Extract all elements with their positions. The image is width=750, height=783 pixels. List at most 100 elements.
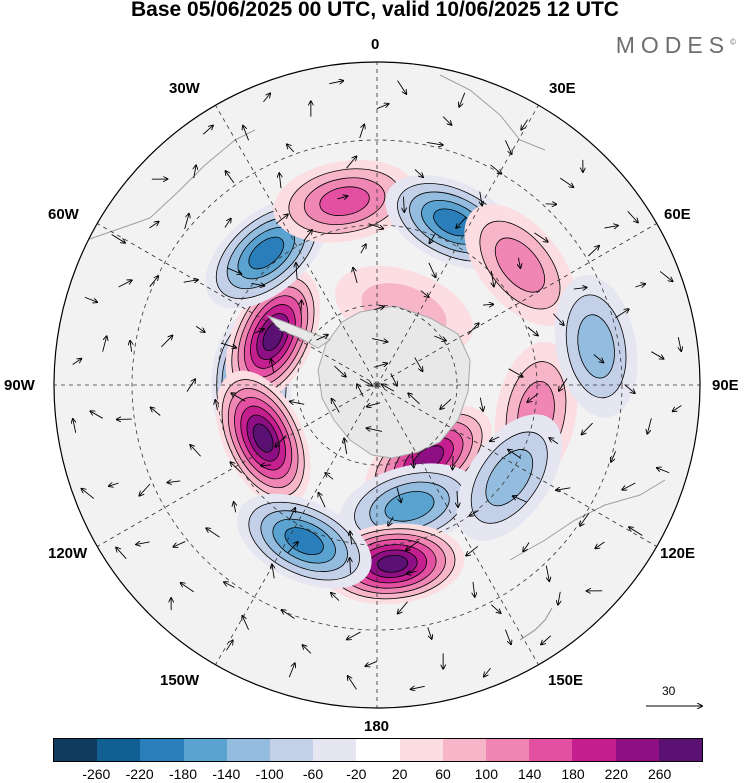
wind-vector (559, 177, 573, 187)
wind-vector (109, 483, 119, 486)
wind-vector (545, 204, 557, 205)
wind-vector (271, 359, 274, 373)
wind-vector (534, 232, 547, 242)
wind-vector (136, 542, 150, 544)
wind-vector (149, 276, 159, 287)
wind-vector (428, 262, 436, 278)
meridian-line (376, 223, 657, 386)
wind-vector (582, 422, 593, 434)
wind-vector (513, 496, 528, 503)
wind-vector (440, 398, 452, 409)
wind-vector (527, 326, 538, 335)
wind-vector (429, 233, 436, 243)
wind-vector (622, 482, 636, 490)
wind-vector (331, 593, 340, 601)
meridian-line (215, 105, 378, 386)
wind-vector (251, 283, 264, 285)
wind-vector (659, 271, 672, 281)
wind-vector (396, 487, 401, 502)
wind-vector (84, 296, 97, 302)
wind-vector (374, 306, 384, 309)
wind-vector (414, 169, 423, 177)
wind-vector (279, 173, 281, 189)
colorbar-bin (399, 739, 443, 761)
colorbar-tick-label: -60 (302, 766, 324, 782)
colorbar-tick-label: -140 (212, 766, 241, 782)
colorbar-tick-label: 180 (561, 766, 585, 782)
africa-coast (439, 74, 546, 151)
wind-vector (329, 81, 343, 84)
wind-vectors (73, 81, 682, 690)
wind-vector (353, 268, 358, 283)
wind-vector (508, 368, 523, 377)
wind-vector (373, 363, 387, 368)
wind-vector (367, 428, 382, 432)
colorbar-bin (226, 739, 271, 761)
wind-vector (303, 645, 312, 654)
wind-vector (491, 270, 494, 287)
wind-vector (414, 357, 423, 372)
colorbar-tick-label: 260 (647, 766, 672, 782)
wind-vector (673, 405, 682, 412)
meridian-line (97, 223, 378, 386)
wind-vector (367, 402, 381, 407)
wind-vector (360, 244, 366, 254)
anomaly-contour (577, 314, 615, 379)
anomaly-contour (248, 236, 285, 270)
wind-vector (130, 341, 132, 352)
label-lon-120e: 120E (660, 545, 696, 562)
colorbar-bin (97, 739, 141, 761)
wind-vector (390, 373, 397, 385)
wind-vector (651, 351, 663, 359)
label-lon-90e: 90E (712, 377, 739, 394)
wind-vector (678, 337, 681, 351)
wind-vector (397, 80, 407, 94)
wind-vector (505, 629, 511, 645)
anomaly-contour (252, 423, 274, 453)
wind-vector (226, 640, 232, 651)
australia-coast (509, 479, 666, 561)
wind-vector (215, 400, 217, 411)
wind-vector (230, 462, 242, 474)
colorbar-bin (615, 739, 659, 761)
anomaly-contour (284, 527, 324, 556)
wind-vector (406, 540, 420, 550)
wind-vector (194, 165, 196, 179)
colorbar-bin (572, 739, 616, 761)
wind-vector (604, 226, 618, 228)
wind-vector (224, 582, 235, 588)
wind-vector (318, 493, 326, 508)
wind-vector (403, 196, 404, 212)
wind-vector (490, 604, 500, 613)
wind-vector (173, 541, 186, 547)
wind-vector (347, 631, 361, 639)
colorbar-tick-label: -180 (168, 766, 198, 782)
wind-vector (102, 336, 107, 352)
colorbar-tick-label: 60 (435, 766, 451, 782)
wind-vector (332, 399, 340, 413)
wind-vector (301, 301, 302, 315)
colorbar-bin (313, 739, 357, 761)
colorbar-tick-label: -220 (125, 766, 154, 782)
wind-vector (624, 384, 635, 394)
wind-vector (466, 545, 479, 555)
wind-vector (275, 214, 288, 225)
brand-mark: © (730, 37, 736, 47)
wind-vector (490, 436, 500, 441)
wind-vector (505, 140, 511, 154)
wind-vector (350, 532, 352, 545)
wind-vector (325, 473, 334, 480)
colorbar-tick-label: 140 (517, 766, 542, 782)
wind-vector (611, 451, 616, 461)
wind-vector (190, 445, 201, 457)
wind-vector (580, 513, 590, 525)
colorbar-bin (140, 739, 184, 761)
wind-vector (398, 601, 408, 614)
wind-vector (558, 591, 560, 605)
wind-vector (337, 196, 347, 199)
label-lon-150w: 150W (160, 672, 200, 689)
meridians (54, 62, 700, 708)
wind-vector (376, 104, 389, 110)
wind-vector (234, 502, 236, 513)
colorbar-tick-label: 20 (391, 766, 408, 782)
